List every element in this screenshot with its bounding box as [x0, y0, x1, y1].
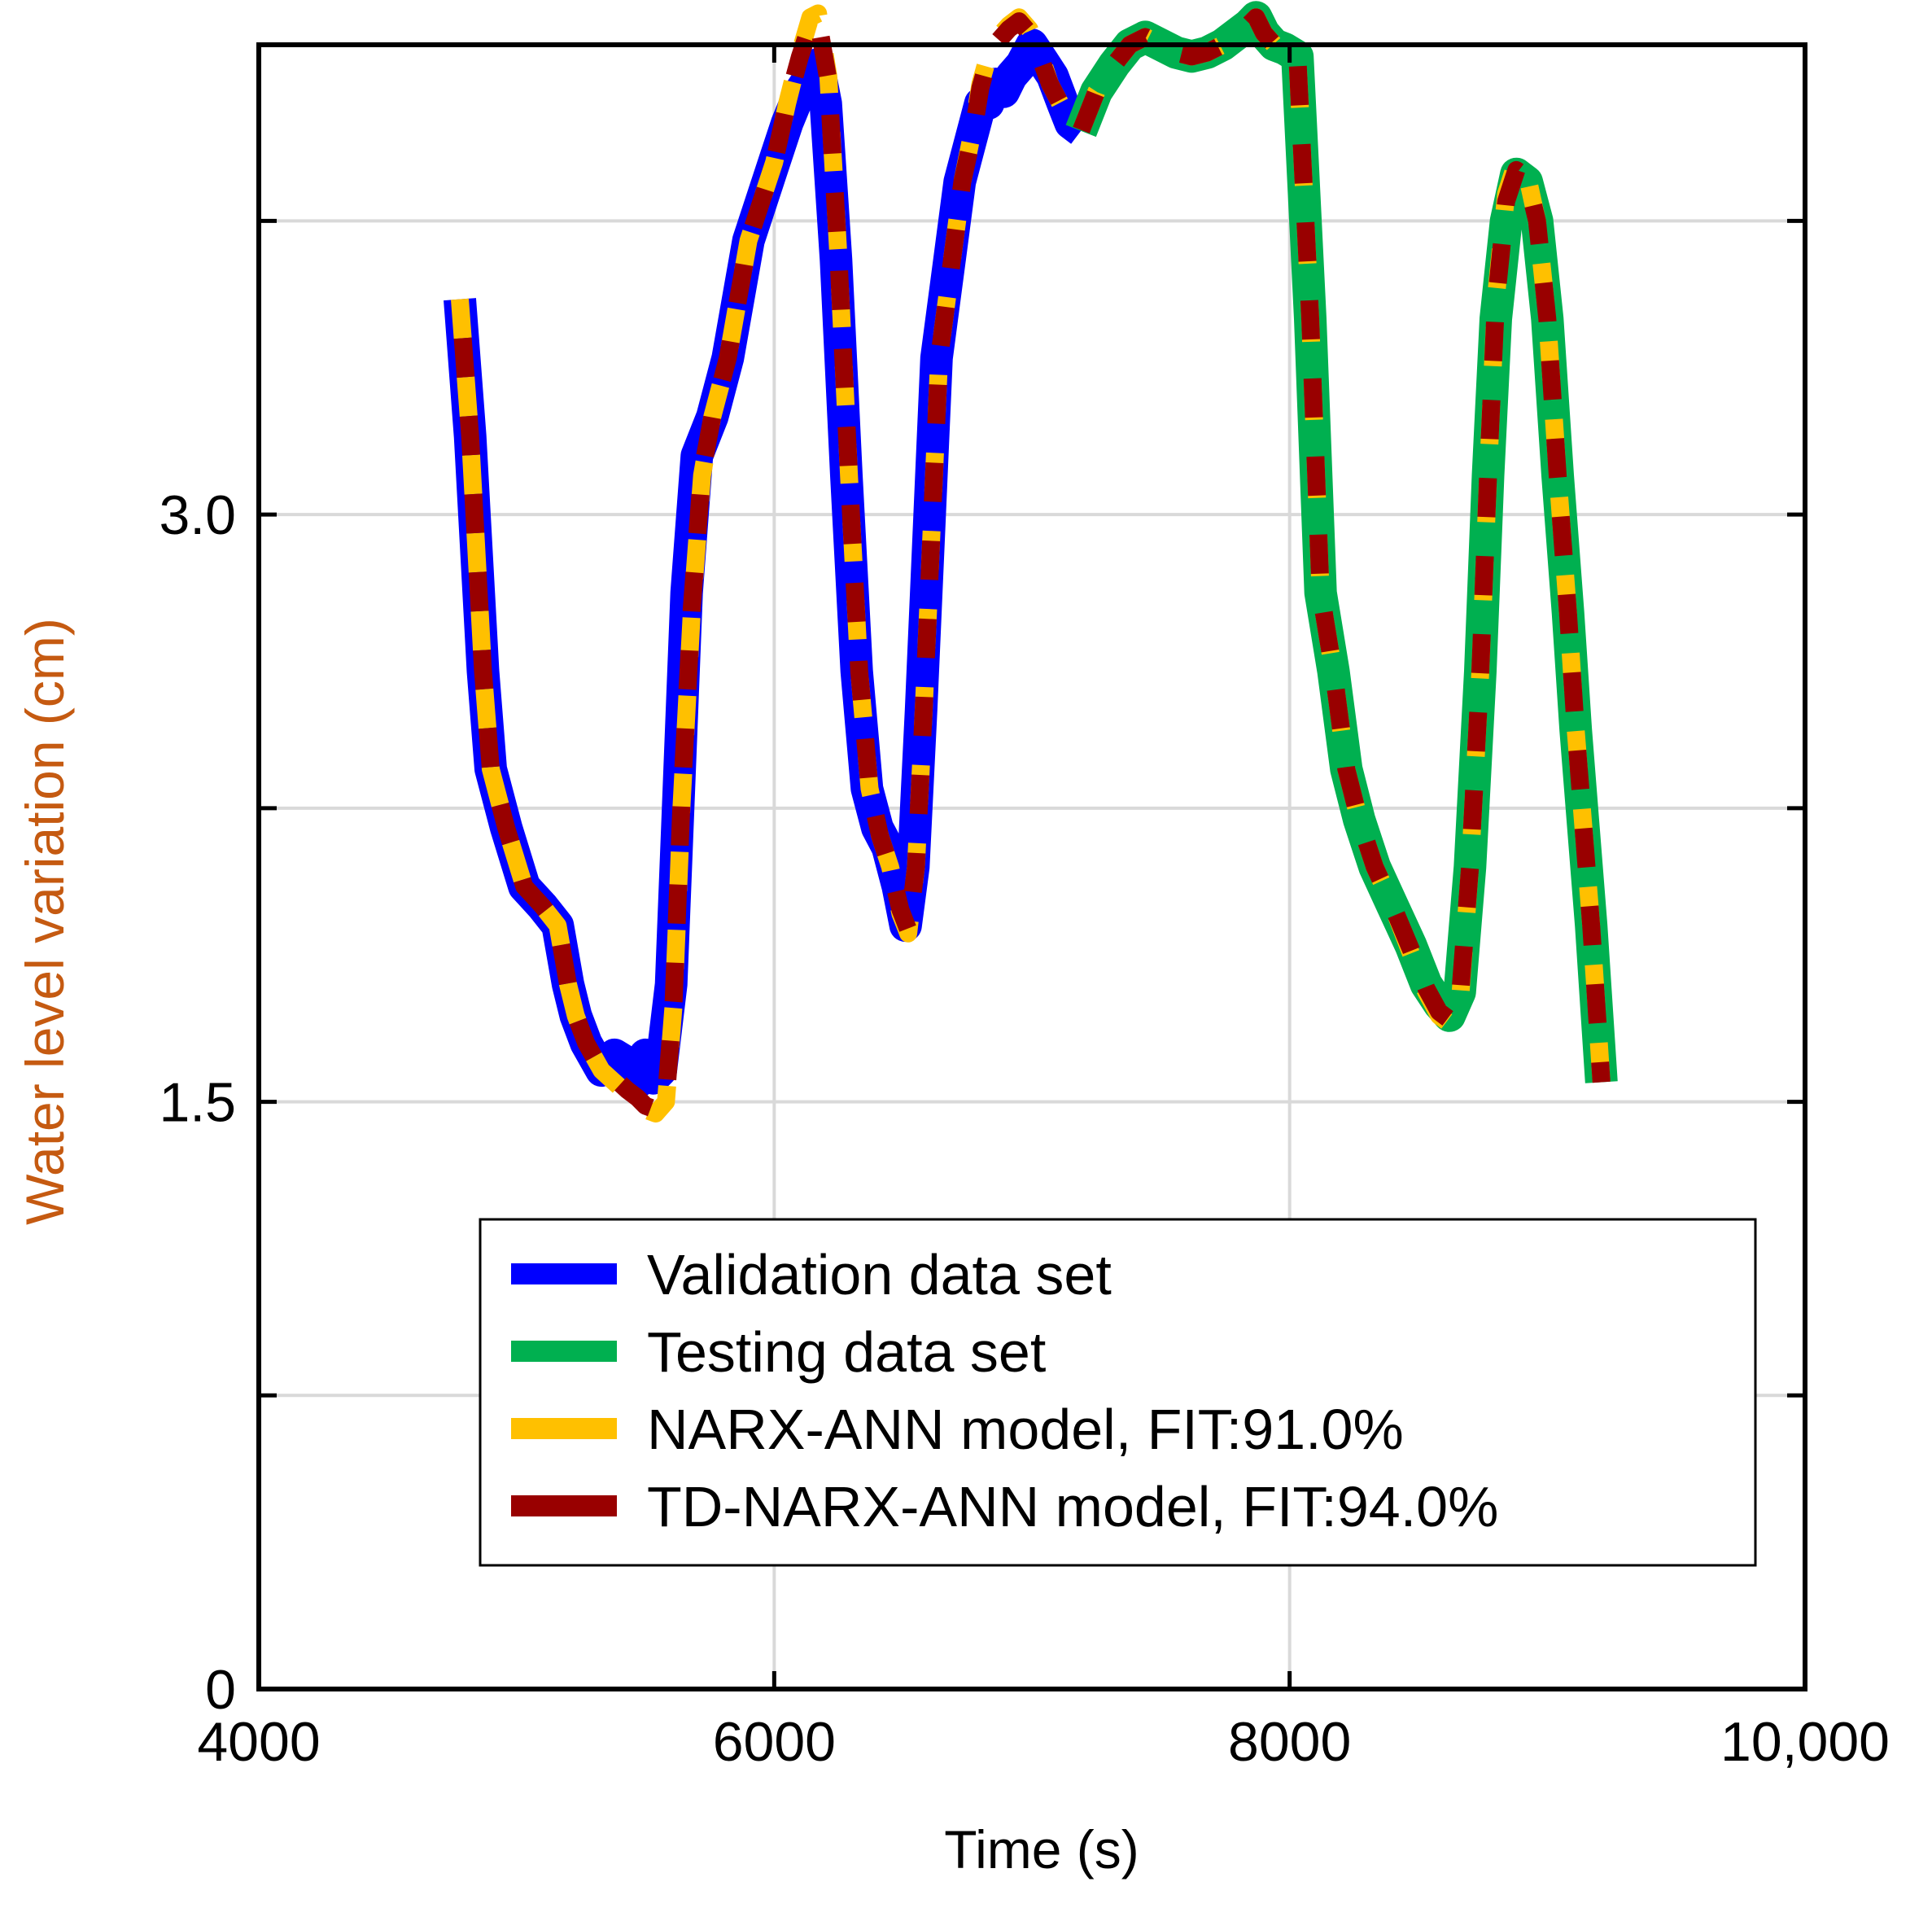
x-tick-label: 6000 [713, 1711, 836, 1773]
y-tick-label: 3.0 [159, 484, 236, 546]
y-tick-labels: 0 1.5 3.0 [159, 484, 236, 1721]
series-lines [444, 1, 1618, 1122]
x-tick-label: 8000 [1228, 1711, 1351, 1773]
axis-ticks [256, 45, 1807, 1691]
legend-label: Testing data set [647, 1320, 1046, 1384]
legend-label: NARX-ANN model, FIT:91.0% [647, 1398, 1404, 1461]
x-axis-title: Time (s) [944, 1819, 1139, 1880]
legend-label: TD-NARX-ANN model, FIT:94.0% [647, 1475, 1498, 1538]
y-tick-label: 1.5 [159, 1072, 236, 1134]
legend-label: Validation data set [647, 1243, 1112, 1306]
x-tick-label: 10,000 [1720, 1711, 1890, 1773]
y-axis-title: Water level variation (cm) [15, 618, 75, 1225]
plot-frame [256, 42, 1807, 1691]
legend: Validation data set Testing data set NARX-… [479, 1218, 1757, 1567]
td-narx-ann-line [451, 8, 1611, 1119]
legend-box [479, 1218, 1757, 1567]
x-tick-label: 4000 [197, 1711, 320, 1773]
narx-ann-line [451, 4, 1611, 1122]
y-tick-label: 0 [205, 1659, 236, 1721]
x-tick-labels: 4000 6000 8000 10,000 [197, 1711, 1890, 1773]
